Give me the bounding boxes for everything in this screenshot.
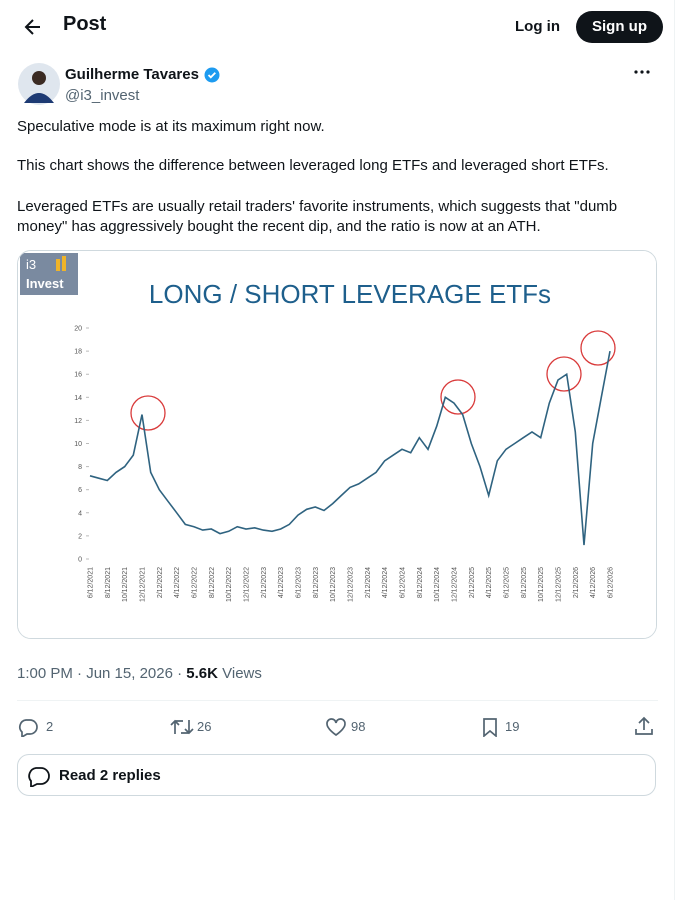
x-tick-label: 12/12/2021 xyxy=(140,567,147,602)
x-tick-label: 8/12/2024 xyxy=(417,567,424,598)
data-line xyxy=(89,350,611,546)
x-tick-label: 4/12/2026 xyxy=(590,567,597,598)
x-tick-label: 2/12/2025 xyxy=(469,567,476,598)
views-label: Views xyxy=(222,665,262,682)
share-icon[interactable] xyxy=(634,716,654,736)
back-icon[interactable] xyxy=(22,16,44,38)
x-tick-label: 8/12/2021 xyxy=(105,567,112,598)
x-tick-label: 10/12/2025 xyxy=(538,567,545,602)
x-tick-label: 6/12/2026 xyxy=(608,567,615,598)
x-tick-label: 4/12/2024 xyxy=(382,567,389,598)
post-meta: 1:00 PM · Jun 15, 2026 · 5.6K Views xyxy=(17,665,262,682)
x-tick-label: 12/12/2022 xyxy=(244,567,251,602)
x-tick-label: 8/12/2025 xyxy=(521,567,528,598)
tweet-text: This chart shows the difference between … xyxy=(17,157,609,174)
y-tick-label: 18 xyxy=(74,349,82,356)
x-tick-label: 2/12/2026 xyxy=(573,567,580,598)
y-tick-label: 4 xyxy=(78,510,82,517)
read-replies-label: Read 2 replies xyxy=(59,767,161,784)
author-handle[interactable]: @i3_invest xyxy=(65,87,140,104)
x-tick-label: 8/12/2022 xyxy=(209,567,216,598)
more-icon[interactable] xyxy=(633,66,651,78)
logo-text: i3 xyxy=(26,257,36,272)
author-name[interactable]: Guilherme Tavares xyxy=(65,66,199,83)
x-tick-label: 12/12/2025 xyxy=(556,567,563,602)
page-title: Post xyxy=(63,13,107,35)
y-tick-label: 20 xyxy=(74,326,82,333)
read-replies-button[interactable]: Read 2 replies xyxy=(17,754,656,796)
x-tick-label: 2/12/2023 xyxy=(261,567,268,598)
x-tick-label: 6/12/2022 xyxy=(192,567,199,598)
reply-count[interactable]: 2 xyxy=(46,719,54,734)
x-tick-label: 6/12/2025 xyxy=(504,567,511,598)
repost-icon[interactable] xyxy=(170,717,194,737)
x-tick-label: 12/12/2024 xyxy=(452,567,459,602)
chart-title: LONG / SHORT LEVERAGE ETFs xyxy=(149,279,551,309)
x-tick-label: 2/12/2022 xyxy=(157,567,164,598)
logo-box xyxy=(20,253,78,295)
x-tick-label: 4/12/2022 xyxy=(174,567,181,598)
x-tick-label: 4/12/2025 xyxy=(486,567,493,598)
highlight-circles xyxy=(130,330,616,431)
x-tick-label: 10/12/2024 xyxy=(434,567,441,602)
views-count: 5.6K xyxy=(186,665,218,682)
tweet-image[interactable]: i3 Invest LONG / SHORT LEVERAGE ETFs 0 2 4… xyxy=(17,250,657,639)
like-icon[interactable] xyxy=(325,717,347,737)
y-tick-label: 8 xyxy=(78,464,82,471)
y-tick-label: 12 xyxy=(74,418,82,425)
x-tick-label: 6/12/2023 xyxy=(296,567,303,598)
replies-icon xyxy=(28,767,50,787)
y-tick-label: 0 xyxy=(78,557,82,564)
tweet-text: Leveraged ETFs are usually retail trader… xyxy=(17,198,618,235)
tweet-text: Speculative mode is at its maximum right… xyxy=(17,118,325,135)
y-tick-label: 14 xyxy=(74,395,82,402)
reply-icon[interactable] xyxy=(18,717,38,737)
divider xyxy=(17,700,658,701)
verified-badge xyxy=(204,67,220,83)
repost-count[interactable]: 26 xyxy=(197,719,212,734)
x-tick-label: 8/12/2023 xyxy=(313,567,320,598)
x-tick-label: 10/12/2023 xyxy=(330,567,337,602)
bookmark-count[interactable]: 19 xyxy=(505,719,520,734)
x-tick-label: 12/12/2023 xyxy=(348,567,355,602)
y-tick-label: 10 xyxy=(74,441,82,448)
logo-text: Invest xyxy=(26,276,64,291)
x-tick-label: 2/12/2024 xyxy=(365,567,372,598)
chart: i3 Invest LONG / SHORT LEVERAGE ETFs 0 2 4… xyxy=(18,251,656,638)
y-tick-label: 2 xyxy=(78,533,82,540)
avatar[interactable] xyxy=(18,63,60,105)
y-tick-label: 6 xyxy=(78,487,82,494)
x-tick-label: 10/12/2022 xyxy=(226,567,233,602)
timestamp[interactable]: 1:00 PM · Jun 15, 2026 · xyxy=(17,665,183,682)
x-tick-label: 6/12/2021 xyxy=(88,567,95,598)
x-tick-label: 6/12/2024 xyxy=(400,567,407,598)
bookmark-icon[interactable] xyxy=(482,717,498,737)
like-count[interactable]: 98 xyxy=(351,719,366,734)
y-tick-label: 16 xyxy=(74,372,82,379)
x-tick-label: 4/12/2023 xyxy=(278,567,285,598)
signup-button[interactable]: Sign up xyxy=(576,11,663,43)
x-tick-label: 10/12/2021 xyxy=(122,567,129,602)
login-button[interactable]: Log in xyxy=(515,18,560,35)
